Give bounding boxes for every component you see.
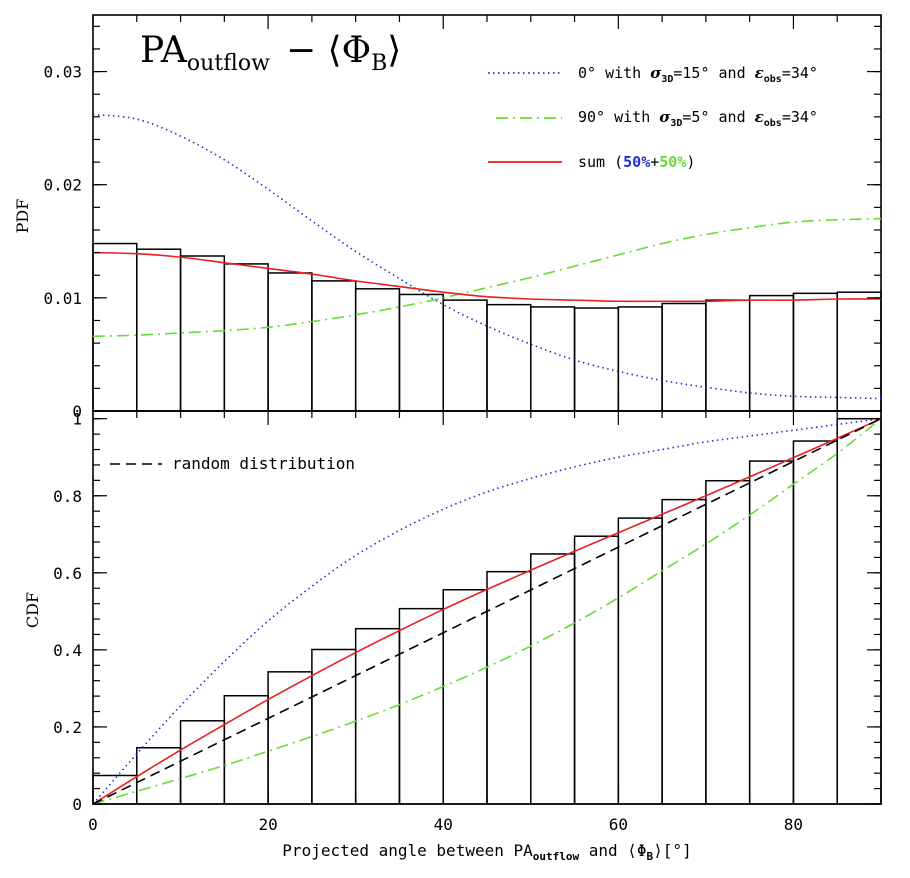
cdf-y-tick-label: 0.2 <box>53 718 82 737</box>
x-tick-label: 20 <box>258 815 277 834</box>
cdf-y-tick-label: 0 <box>72 795 82 814</box>
cdf-x-ticks: 0 20 40 60 80 <box>88 411 882 834</box>
cdf-y-axis-label: CDF <box>23 592 42 628</box>
cdf-y-tick-label: 0.8 <box>53 487 82 506</box>
cdf-curves <box>92 417 882 805</box>
cdf-hist-bar <box>705 479 751 805</box>
pdf-hist-bar <box>705 299 751 412</box>
pdf-hist-bar <box>836 291 882 412</box>
cdf-curve-solid <box>92 417 882 805</box>
cdf-hist-bar <box>836 417 882 805</box>
pdf-hist-bar <box>136 248 182 412</box>
legend-entry-90deg: 90° with σ3D=5° and εobs=34° <box>578 108 818 129</box>
cdf-y-tick-label: 1 <box>72 410 82 429</box>
pdf-hist-bar <box>179 255 226 412</box>
cdf-y-tick-label: 0.6 <box>53 564 82 583</box>
cdf-hist-bar <box>573 535 620 805</box>
pdf-hist-bar <box>617 306 663 412</box>
cdf-hist-bar <box>486 570 532 805</box>
cdf-histogram <box>92 417 882 805</box>
pdf-hist-bar <box>792 292 838 412</box>
pdf-histogram <box>92 242 882 412</box>
pdf-hist-bar <box>311 280 357 412</box>
pdf-hist-bar <box>398 293 444 412</box>
cdf-y-tick-label: 0.4 <box>53 641 82 660</box>
pdf-panel-title: PAoutflow − ⟨ΦB⟩ <box>140 30 401 76</box>
pdf-hist-bar <box>92 242 138 412</box>
pdf-curve-solid <box>92 251 882 303</box>
pdf-hist-bar <box>661 302 707 412</box>
cdf-hist-bar <box>398 607 444 805</box>
pdf-hist-bar <box>354 288 401 412</box>
x-tick-label: 0 <box>88 815 98 834</box>
pdf-hist-bar <box>530 306 576 412</box>
pdf-y-ticks: 0 0.01 0.02 0.03 <box>43 25 881 421</box>
cdf-curve-dashdot <box>92 418 882 805</box>
legend-entry-random: random distribution <box>172 454 355 473</box>
pdf-hist-bar <box>486 303 532 412</box>
pdf-x-ticks <box>92 15 882 411</box>
cdf-legend: random distribution <box>110 454 355 473</box>
cdf-hist-bar <box>792 440 838 805</box>
pdf-y-tick-label: 0.02 <box>43 176 82 195</box>
pdf-y-axis-label: PDF <box>13 199 32 234</box>
cdf-panel: 0 0.2 0.4 0.6 0.8 1 0 20 40 60 80 CDF random dist… <box>23 410 882 863</box>
cdf-hist-bar <box>617 517 663 805</box>
cdf-hist-bar <box>530 553 576 805</box>
pdf-hist-bar <box>267 272 313 412</box>
cdf-hist-bar <box>136 746 182 805</box>
legend-entry-sum: sum (50%+50%) <box>578 153 695 171</box>
pdf-y-tick-label: 0.01 <box>43 289 82 308</box>
x-tick-label: 40 <box>434 815 453 834</box>
cdf-hist-bar <box>442 589 488 805</box>
pdf-curves <box>92 113 882 400</box>
cdf-hist-bar <box>267 671 313 805</box>
cdf-hist-bar <box>661 498 707 805</box>
cdf-hist-bar <box>354 627 401 805</box>
cdf-hist-bar <box>748 460 795 805</box>
pdf-hist-bar <box>223 263 269 412</box>
cdf-curve-dashed <box>92 417 882 805</box>
pdf-hist-bar <box>442 299 488 412</box>
pdf-hist-bar <box>573 307 620 412</box>
legend-entry-0deg: 0° with σ3D=15° and εobs=34° <box>578 64 818 85</box>
pdf-panel: 0 0.01 0.02 0.03 PDF PAoutflow − ⟨ΦB⟩ 0° wit… <box>13 14 882 421</box>
x-tick-label: 60 <box>609 815 628 834</box>
pdf-y-tick-label: 0.03 <box>43 63 82 82</box>
x-axis-label: Projected angle between PAoutflow and ⟨Φ… <box>282 841 691 863</box>
pdf-legend: 0° with σ3D=15° and εobs=34° 90° with σ3… <box>488 64 818 171</box>
pdf-y-tick-label: 0 <box>72 402 82 421</box>
pdf-curve-dotted <box>92 113 882 400</box>
cdf-y-ticks: 0 0.2 0.4 0.6 0.8 1 <box>53 410 881 814</box>
x-tick-label: 80 <box>784 815 803 834</box>
cdf-hist-bar <box>179 720 226 805</box>
pdf-curve-dashdot <box>92 217 882 338</box>
